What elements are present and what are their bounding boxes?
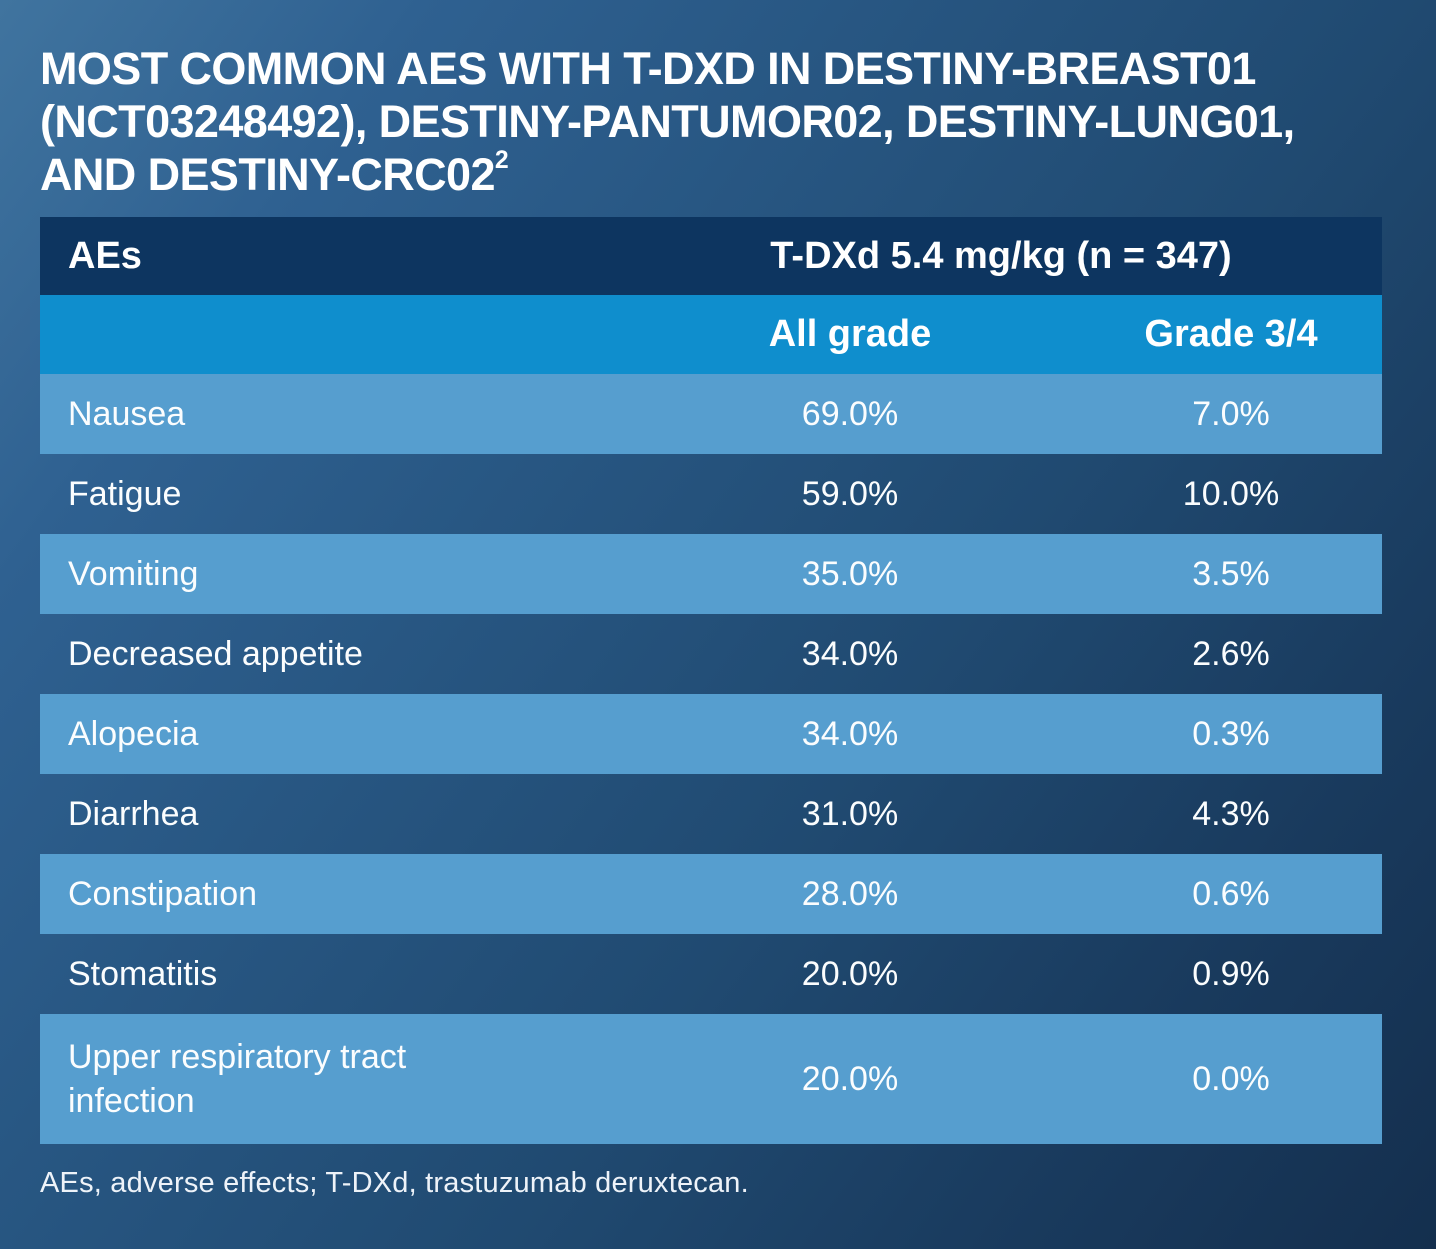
all-grade-value: 20.0% [801,954,899,993]
ae-label: Decreased appetite [68,634,363,673]
ae-label: Fatigue [68,474,182,513]
column-header-all-grade: All grade [768,313,932,355]
table-row-vomiting: Vomiting 35.0% 3.5% [40,534,1382,614]
ae-label: Constipation [68,874,258,913]
column-group-header-tdxd: T-DXd 5.4 mg/kg (n = 347) [770,234,1232,277]
all-grade-value: 34.0% [801,634,899,673]
table-header-row: AEs T-DXd 5.4 mg/kg (n = 347) [40,217,1382,295]
table-row-upper-respiratory-tract-infection: Upper respiratory tract infection 20.0% … [40,1014,1382,1144]
grade-3-4-value: 3.5% [1192,554,1270,593]
all-grade-value: 35.0% [801,554,899,593]
table-subheader-row: All grade Grade 3/4 [40,295,1382,374]
grade-3-4-value: 0.3% [1192,714,1270,753]
title-line-3-text: AND DESTINY-CRC02 [40,149,495,200]
title-line-3: AND DESTINY-CRC022 [40,148,1382,201]
table-row-nausea: Nausea 69.0% 7.0% [40,374,1382,454]
ae-label: Vomiting [68,554,199,593]
title-line-1: MOST COMMON AES WITH T-DXD IN DESTINY-BR… [40,43,1256,94]
grade-3-4-value: 0.0% [1192,1059,1270,1098]
all-grade-value: 28.0% [801,874,899,913]
column-header-grade-3-4: Grade 3/4 [1144,313,1318,355]
all-grade-value: 69.0% [801,394,899,433]
table-row-constipation: Constipation 28.0% 0.6% [40,854,1382,934]
title-reference-superscript: 2 [494,147,509,174]
grade-3-4-value: 0.9% [1192,954,1270,993]
grade-3-4-value: 10.0% [1182,474,1280,513]
grade-3-4-value: 4.3% [1192,794,1270,833]
table-row-stomatitis: Stomatitis 20.0% 0.9% [40,934,1382,1014]
table-row-decreased-appetite: Decreased appetite 34.0% 2.6% [40,614,1382,694]
grade-3-4-value: 7.0% [1192,394,1270,433]
all-grade-value: 34.0% [801,714,899,753]
all-grade-value: 31.0% [801,794,899,833]
adverse-events-table: AEs T-DXd 5.4 mg/kg (n = 347) All grade … [40,217,1382,1144]
abbreviations-footnote: AEs, adverse effects; T-DXd, trastuzumab… [40,1167,749,1199]
ae-label: Stomatitis [68,954,218,993]
ae-label-text: Upper respiratory tract infection [68,1037,407,1120]
ae-label: Alopecia [68,714,199,753]
column-header-aes: AEs [68,234,142,277]
title-line-2: (NCT03248492), DESTINY-PANTUMOR02, DESTI… [40,96,1295,147]
ae-label: Nausea [68,394,186,433]
all-grade-value: 59.0% [801,474,899,513]
ae-label: Diarrhea [68,794,199,833]
ae-label: Upper respiratory tract infection [40,1035,620,1123]
page-title: MOST COMMON AES WITH T-DXD IN DESTINY-BR… [40,42,1382,201]
all-grade-value: 20.0% [801,1059,899,1098]
grade-3-4-value: 2.6% [1192,634,1270,673]
table-row-fatigue: Fatigue 59.0% 10.0% [40,454,1382,534]
grade-3-4-value: 0.6% [1192,874,1270,913]
table-row-alopecia: Alopecia 34.0% 0.3% [40,694,1382,774]
table-row-diarrhea: Diarrhea 31.0% 4.3% [40,774,1382,854]
